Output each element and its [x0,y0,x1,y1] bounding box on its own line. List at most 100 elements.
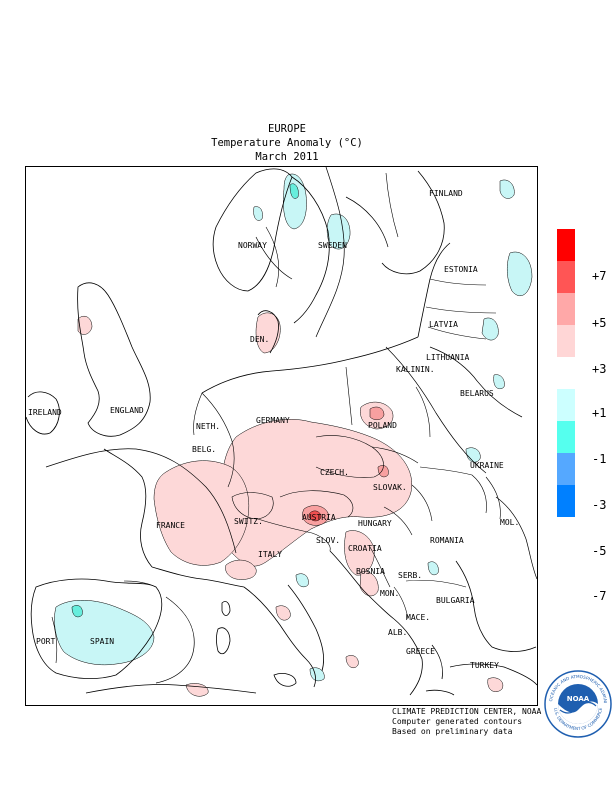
label-mace: MACE. [406,613,431,622]
border-italy-north [257,518,331,552]
country-borders [51,172,501,664]
border-czech [315,435,384,478]
credit-source: CLIMATE PREDICTION CENTER, NOAA [392,707,542,716]
credit-method: Computer generated contours [392,717,523,726]
cool-area-latvia [481,317,499,341]
label-latvia: LATVIA [429,320,458,329]
label-estonia: ESTONIA [444,265,478,274]
label-czech: CZECH. [320,468,349,477]
contour-line-4 [429,346,523,418]
warm-area-turkey [487,677,504,692]
warm-area-bosnia [359,571,379,597]
svg-text:NOAA: NOAA [567,695,590,703]
legend-swatch-5 [557,357,575,389]
cool-anomaly-areas [54,173,533,682]
map-subtitle: Temperature Anomaly (°C) [211,137,363,149]
label-finland: FINLAND [429,189,463,198]
coastline-sardinia [216,627,231,655]
anomaly-contours [45,167,537,684]
coastline-finland [381,170,445,275]
legend-label-plus7: +7 [592,269,607,283]
coastline-black-sea [455,560,537,652]
legend-swatch-4 [557,325,575,357]
label-slovak: SLOVAK. [373,483,407,492]
legend-swatch-9 [557,485,575,517]
border-moldova [485,476,501,520]
coastline-sweden-baltic [291,176,330,324]
border-hungary-romania [383,484,433,536]
label-mol: MOL. [500,518,520,527]
contour-line-6 [495,496,537,580]
cool-area-ukraine [465,447,481,463]
cool-area-norway-west [253,206,263,221]
label-germany: GERMANY [256,416,290,425]
border-spain-portugal [51,616,58,664]
border-benelux [193,392,203,436]
border-poland-belarus [415,386,431,438]
contour-line-2 [315,167,345,338]
label-belg: BELG. [192,445,217,454]
label-italy: ITALY [258,550,283,559]
border-austria [279,490,354,518]
coastline-crete [425,689,455,696]
label-ireland: IRELAND [28,408,62,417]
coastline-corsica [221,601,231,616]
label-croatia: CROATIA [348,544,382,553]
warm-area-france [153,460,249,566]
legend-swatch-6 [557,389,575,421]
legend-swatch-2 [557,261,575,293]
label-england: ENGLAND [110,406,144,415]
legend-label-minus3: -3 [592,498,607,512]
coastline-greece [393,618,443,696]
coastline-denmark [257,310,279,354]
label-kalin: KALININ. [396,365,435,374]
map-period: March 2011 [255,151,319,163]
contour-line-1 [45,448,237,554]
label-bulgaria: BULGARIA [436,596,475,605]
label-bosnia: BOSNIA [356,567,385,576]
legend-label-minus5: -5 [592,544,607,558]
label-norway: NORWAY [238,241,267,250]
color-legend [557,229,575,517]
contour-line-8 [345,196,389,248]
label-serb: SERB. [398,571,423,580]
legend-label-plus3: +3 [592,362,607,376]
legend-swatch-1 [557,229,575,261]
legend-label-minus7: -7 [592,589,607,603]
coastline-norway [212,168,293,292]
coastline-north-germany [201,336,419,394]
warm-area-poland-core [369,406,385,420]
coastline-adriatic-east [329,550,395,620]
credit-data-note: Based on preliminary data [392,727,513,736]
contour-line-3 [385,346,487,474]
cool-area-spain [54,600,155,666]
label-poland: POLAND [368,421,397,430]
map-title-block: EUROPE Temperature Anomaly (°C) March 20… [0,122,574,164]
coastline-italy [243,584,324,688]
label-den: DEN. [250,335,270,344]
border-baltic [425,278,497,314]
label-greece: GREECE [406,647,435,656]
temperature-anomaly-map: FINLAND NORWAY SWEDEN ESTONIA LATVIA LIT… [25,166,538,706]
contour-line-7 [255,236,293,280]
border-slovakia [371,446,419,464]
label-belarus: BELARUS [460,389,494,398]
cool-area-med-west [295,573,309,588]
cool-area-sweden [326,213,351,250]
coastline-ireland [26,391,60,435]
label-lithuania: LITHUANIA [426,353,470,362]
label-france: FRANCE [156,521,185,530]
label-switz: SWITZ. [234,517,263,526]
cool-area-belarus [493,374,505,390]
border-france-spain [123,580,157,588]
border-switzerland [231,492,274,520]
coastline-sicily [273,673,297,687]
border-france-germany [201,392,235,488]
label-hungary: HUNGARY [358,519,392,528]
warm-area-mediterranean-2 [185,683,209,697]
cool-area-spain-core [71,605,83,618]
cool-area-med-south [309,667,325,682]
coastline-turkey [449,663,537,686]
label-ukraine: UKRAINE [470,461,504,470]
label-neth: NETH. [196,422,221,431]
